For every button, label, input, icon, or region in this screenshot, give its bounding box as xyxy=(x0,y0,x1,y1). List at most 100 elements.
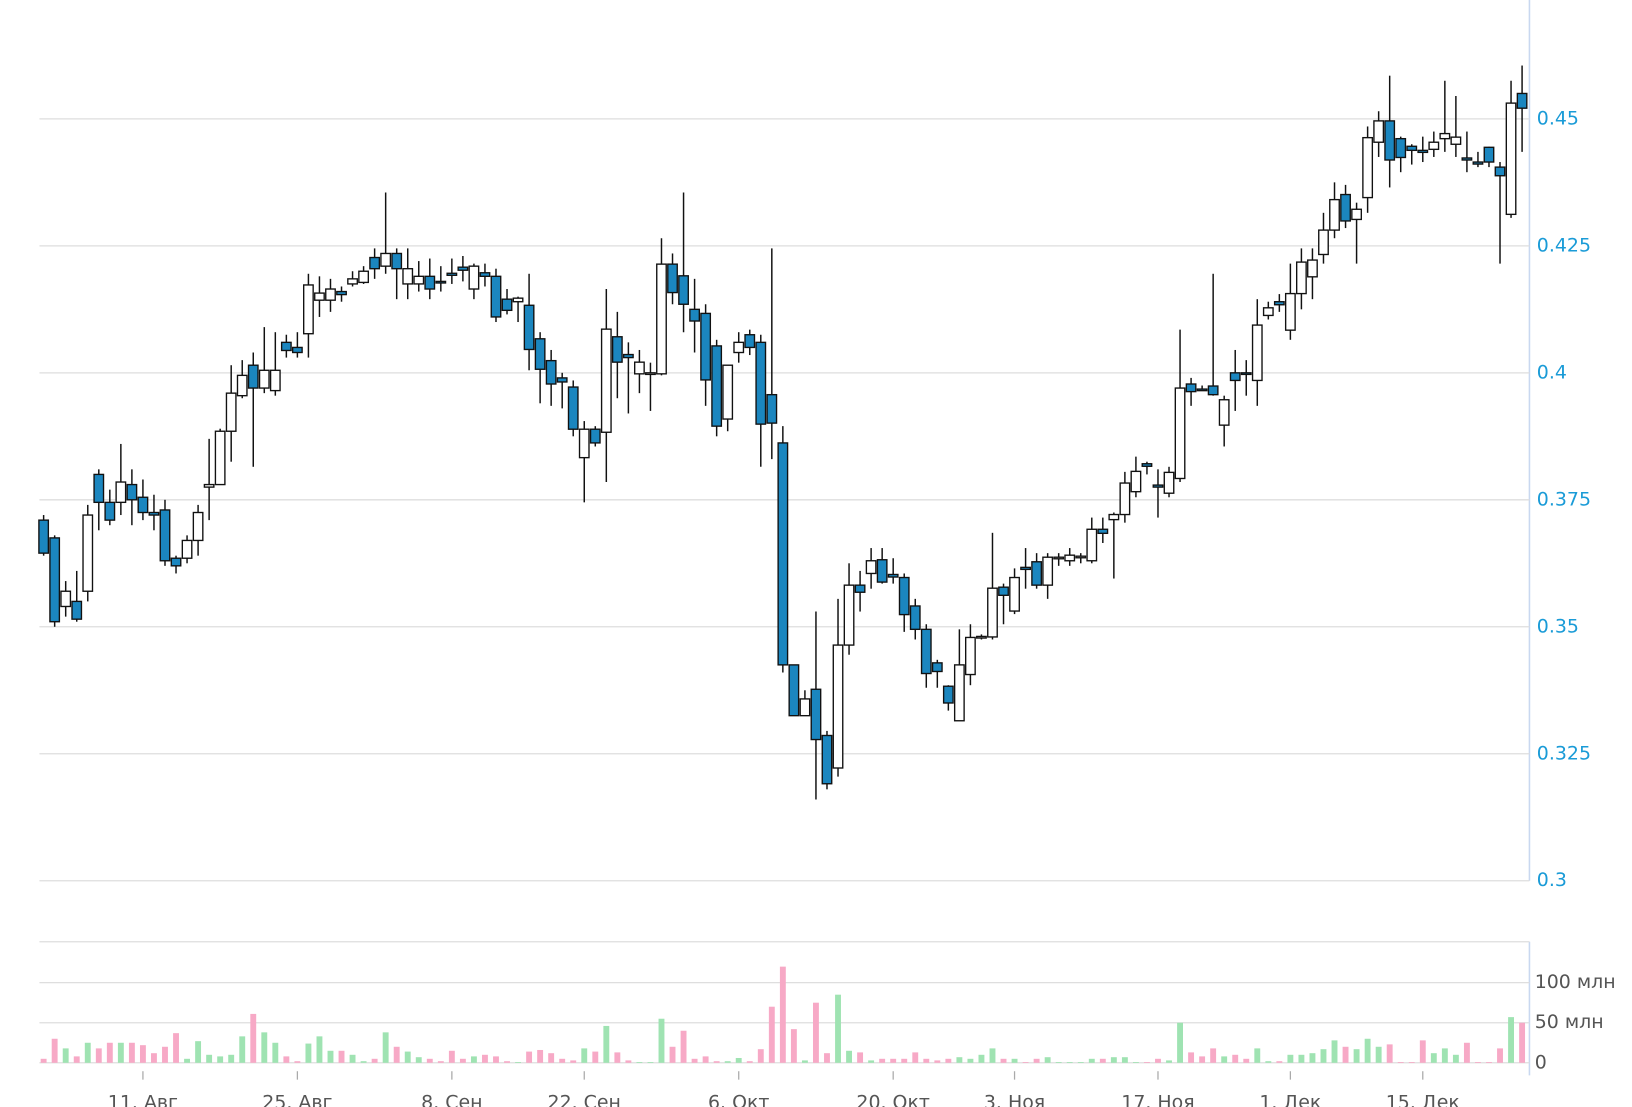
x-tick-label: 25. Авг xyxy=(262,1091,332,1107)
candle-body xyxy=(1009,576,1020,612)
volume-bar xyxy=(1497,1048,1503,1063)
volume-bar xyxy=(283,1056,290,1063)
candle-body xyxy=(788,664,800,717)
volume-bar xyxy=(1210,1048,1217,1063)
candle-body xyxy=(909,605,921,631)
volume-bar xyxy=(1044,1057,1051,1063)
x-tick-label: 15. Дек xyxy=(1386,1091,1460,1107)
volume-bar xyxy=(173,1033,179,1063)
candle-body xyxy=(678,275,689,305)
candle-body xyxy=(1362,136,1374,199)
volume-bar xyxy=(1430,1053,1437,1063)
volume-bar xyxy=(371,1058,378,1063)
candle-body xyxy=(865,560,877,575)
volume-bar xyxy=(625,1060,632,1063)
candle-body xyxy=(203,483,215,488)
volume-bar xyxy=(1254,1048,1261,1063)
volume-bar xyxy=(40,1058,47,1063)
volume-bar xyxy=(813,1002,819,1063)
volume-bar xyxy=(415,1057,422,1063)
volume-bar xyxy=(1088,1058,1095,1063)
candle-body xyxy=(137,496,149,514)
candle-body xyxy=(402,268,414,285)
volume-bar xyxy=(1243,1058,1250,1063)
volume-bar xyxy=(526,1051,533,1063)
candle-body xyxy=(1273,301,1285,306)
candle-body xyxy=(192,511,204,542)
volume-bar xyxy=(228,1054,235,1063)
volume-bar xyxy=(239,1036,246,1063)
candle-body xyxy=(490,275,502,318)
y-tick-label: 0 xyxy=(1535,1051,1547,1073)
volume-bar xyxy=(713,1061,720,1063)
candle-body xyxy=(1318,229,1329,256)
volume-bar xyxy=(1397,1062,1404,1063)
candle-body xyxy=(325,288,336,301)
candle-body xyxy=(468,265,480,290)
candle-body xyxy=(1020,566,1032,571)
candle-body xyxy=(424,275,436,290)
volume-bar xyxy=(195,1041,202,1063)
candle-body xyxy=(1031,561,1043,586)
candle-body xyxy=(159,509,171,562)
candle-body xyxy=(843,584,855,646)
volume-bar xyxy=(1000,1058,1007,1063)
candle-body xyxy=(1439,132,1451,140)
volume-bar xyxy=(1320,1049,1327,1063)
candle-body xyxy=(1329,198,1340,231)
volume-bar xyxy=(261,1032,268,1063)
candle-body xyxy=(1307,259,1318,278)
candle-body xyxy=(115,481,127,504)
x-tick-label: 22. Сен xyxy=(548,1091,621,1107)
candle-body xyxy=(104,501,116,521)
candle-body xyxy=(170,557,182,567)
candle-body xyxy=(1384,120,1396,161)
volume-bar xyxy=(1386,1044,1393,1063)
candle-body xyxy=(1417,149,1429,154)
candle-body xyxy=(71,600,83,620)
candle-body xyxy=(214,430,226,486)
volume-bar xyxy=(184,1058,191,1063)
candle-body xyxy=(457,266,469,271)
volume-bar xyxy=(504,1061,510,1063)
volume-bar xyxy=(1199,1056,1206,1063)
candle-body xyxy=(1406,145,1418,152)
candle-body xyxy=(512,297,524,303)
y-tick-label: 0.45 xyxy=(1537,107,1579,129)
candle-body xyxy=(854,584,866,593)
volume-bar xyxy=(360,1061,367,1063)
volume-bar xyxy=(1519,1022,1526,1063)
candle-body xyxy=(733,341,745,354)
volume-bar xyxy=(1486,1062,1492,1063)
volume-bar xyxy=(570,1060,577,1063)
volume-bar xyxy=(868,1060,875,1063)
volume-bar xyxy=(128,1042,135,1063)
candle-body xyxy=(1340,193,1351,222)
volume-bar xyxy=(1265,1061,1272,1063)
volume-bar xyxy=(482,1054,488,1063)
y-tick-label: 0.325 xyxy=(1537,742,1591,764)
x-tick-label: 1. Дек xyxy=(1259,1091,1321,1107)
y-tick-label: 0.4 xyxy=(1537,361,1567,383)
volume-bar xyxy=(106,1042,113,1063)
volume-bar xyxy=(1188,1052,1195,1063)
volume-bar xyxy=(1364,1038,1371,1063)
candle-body xyxy=(656,263,667,375)
volume-bar xyxy=(1463,1042,1470,1063)
volume-bar xyxy=(151,1053,157,1063)
candle-body xyxy=(1108,513,1120,521)
volume-bar xyxy=(1121,1057,1128,1063)
candle-body xyxy=(435,280,447,284)
volume-bar xyxy=(1132,1062,1139,1063)
candle-body xyxy=(479,272,491,278)
volume-bar xyxy=(393,1046,400,1063)
candle-body xyxy=(60,590,72,608)
candle-body xyxy=(1152,484,1164,488)
volume-bar xyxy=(426,1058,433,1063)
volume-bar xyxy=(989,1048,996,1063)
volume-bar xyxy=(62,1048,69,1063)
volume-bar xyxy=(1077,1062,1084,1063)
volume-bar xyxy=(338,1050,345,1063)
